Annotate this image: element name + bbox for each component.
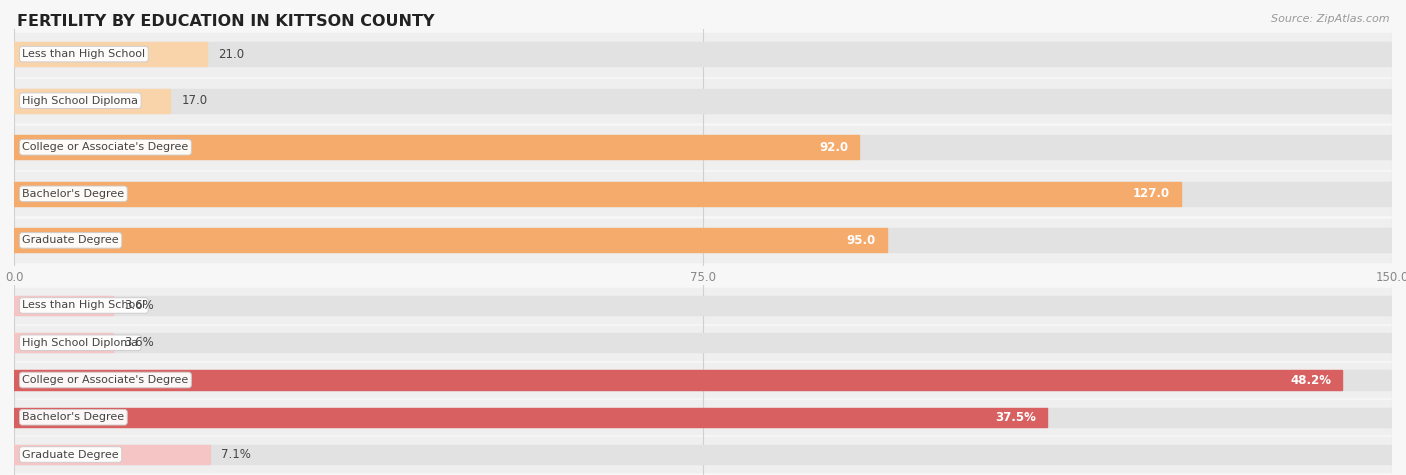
Text: 37.5%: 37.5% xyxy=(995,411,1036,424)
Bar xyxy=(14,437,1392,472)
Bar xyxy=(14,33,1392,76)
Text: 95.0: 95.0 xyxy=(846,234,876,247)
Text: 21.0: 21.0 xyxy=(218,48,245,61)
Bar xyxy=(14,296,114,315)
Text: High School Diploma: High School Diploma xyxy=(22,338,138,348)
Bar xyxy=(14,79,1392,122)
Bar xyxy=(14,182,1181,206)
Text: 48.2%: 48.2% xyxy=(1291,373,1331,387)
Bar xyxy=(14,228,887,253)
Text: Graduate Degree: Graduate Degree xyxy=(22,236,120,246)
Text: High School Diploma: High School Diploma xyxy=(22,95,138,105)
Bar xyxy=(14,400,1392,435)
Bar xyxy=(14,408,1392,427)
Bar xyxy=(14,42,207,66)
Text: 3.6%: 3.6% xyxy=(124,299,155,312)
Text: 7.1%: 7.1% xyxy=(221,448,250,461)
Text: Graduate Degree: Graduate Degree xyxy=(22,449,120,459)
Bar xyxy=(14,445,209,464)
Bar xyxy=(14,408,1047,427)
Text: Bachelor's Degree: Bachelor's Degree xyxy=(22,412,125,422)
Bar xyxy=(14,370,1392,389)
Bar xyxy=(14,42,1392,66)
Bar xyxy=(14,445,1392,464)
Text: 127.0: 127.0 xyxy=(1132,187,1170,200)
Bar xyxy=(14,333,114,352)
Bar xyxy=(14,88,1392,113)
Bar xyxy=(14,182,1392,206)
Bar xyxy=(14,135,1392,159)
Text: Less than High School: Less than High School xyxy=(22,49,145,59)
Bar xyxy=(14,325,1392,360)
Text: Less than High School: Less than High School xyxy=(22,301,145,311)
Text: Bachelor's Degree: Bachelor's Degree xyxy=(22,189,125,199)
Text: FERTILITY BY EDUCATION IN KITTSON COUNTY: FERTILITY BY EDUCATION IN KITTSON COUNTY xyxy=(17,14,434,29)
Bar xyxy=(14,172,1392,215)
Bar xyxy=(14,219,1392,262)
Text: 3.6%: 3.6% xyxy=(124,336,155,349)
Text: 17.0: 17.0 xyxy=(181,94,207,107)
Bar xyxy=(14,228,1392,253)
Text: College or Associate's Degree: College or Associate's Degree xyxy=(22,142,188,152)
Bar xyxy=(14,363,1392,397)
Bar xyxy=(14,333,1392,352)
Bar xyxy=(14,288,1392,323)
Text: 92.0: 92.0 xyxy=(820,141,848,154)
Bar xyxy=(14,135,859,159)
Bar xyxy=(14,126,1392,169)
Text: College or Associate's Degree: College or Associate's Degree xyxy=(22,375,188,385)
Bar xyxy=(14,296,1392,315)
Bar xyxy=(14,370,1343,389)
Text: Source: ZipAtlas.com: Source: ZipAtlas.com xyxy=(1271,14,1389,24)
Bar xyxy=(14,88,170,113)
